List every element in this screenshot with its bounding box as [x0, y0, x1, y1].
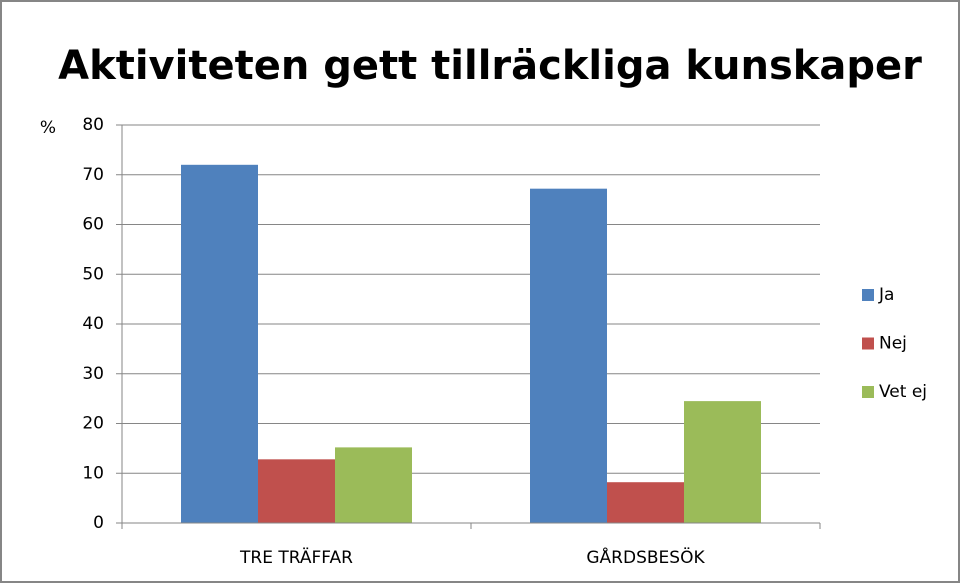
x-tick-label: TRE TRÄFFAR: [239, 547, 353, 568]
y-tick-label: 10: [82, 463, 104, 483]
legend-label: Nej: [879, 334, 907, 354]
y-tick-label: 70: [82, 165, 104, 185]
y-axis-label: %: [40, 118, 56, 138]
bar: [607, 482, 684, 523]
legend-swatch: [862, 337, 874, 350]
x-tick-label: GÅRDSBESÖK: [586, 546, 705, 568]
bar: [530, 188, 607, 523]
bar: [181, 164, 258, 524]
bar: [258, 459, 335, 523]
y-tick-label: 60: [82, 215, 104, 235]
bar: [335, 447, 412, 523]
legend-swatch: [862, 386, 874, 398]
bar: [684, 401, 761, 523]
legend-label: Ja: [878, 285, 894, 305]
legend-swatch: [862, 289, 874, 301]
y-tick-label: 0: [93, 513, 104, 533]
y-tick-label: 30: [82, 364, 104, 384]
y-tick-label: 50: [82, 264, 104, 284]
y-tick-label: 20: [82, 414, 104, 434]
chart-title: Aktiviteten gett tillräckliga kunskaper: [58, 43, 922, 89]
y-tick-label: 40: [82, 314, 104, 334]
y-tick-label: 80: [82, 115, 104, 135]
legend-label: Vet ej: [879, 382, 927, 402]
